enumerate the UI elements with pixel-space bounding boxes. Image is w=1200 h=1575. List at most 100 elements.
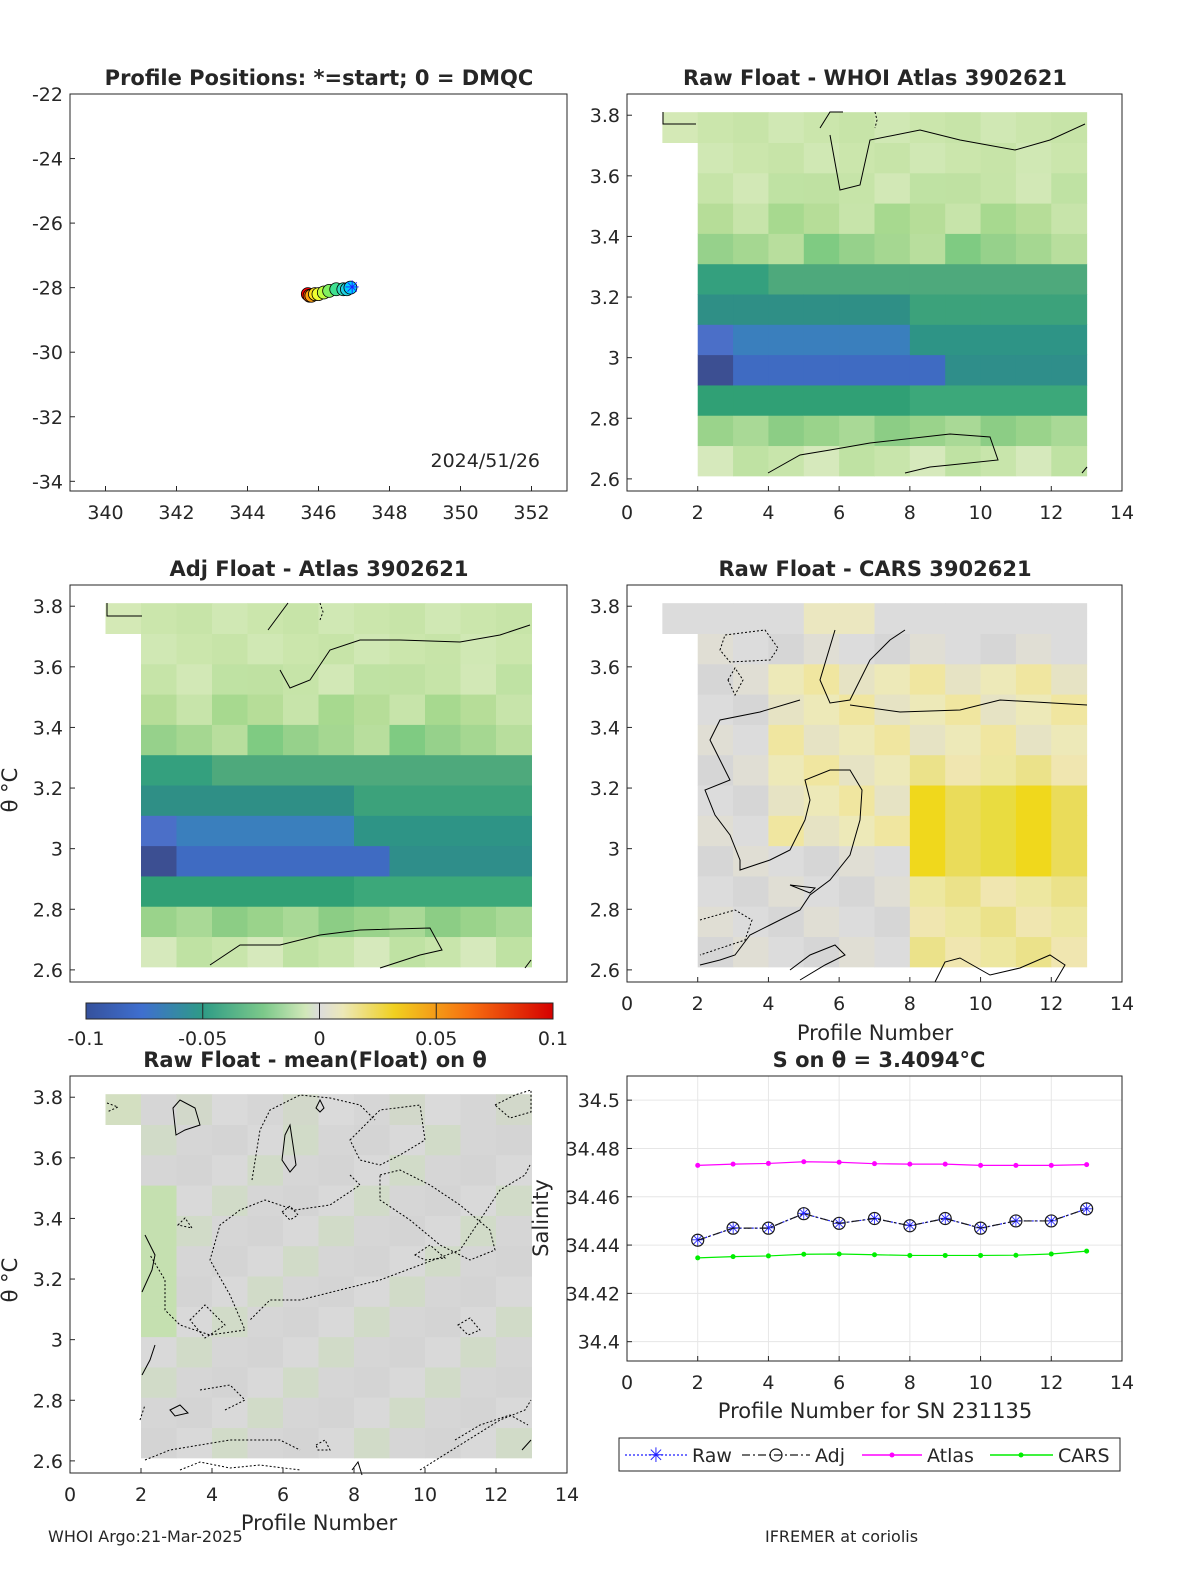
heatmap-cell	[460, 1245, 497, 1277]
x-tick-label: 8	[904, 1372, 916, 1394]
y-tick-label: -32	[32, 407, 63, 429]
x-tick-label: 4	[206, 1484, 218, 1506]
heatmap-cell	[1051, 142, 1088, 174]
panel-salinity: S on θ = 3.4094°C ✳ ✳ ✳ ✳ ✳ ✳ ✳ ✳ ✳ ✳ ✳ ✳	[626, 1048, 1123, 1362]
heatmap-cell	[874, 663, 911, 695]
tick-labels: 340 342 344 346 348 350 352-22-24-26-28-30-32-…	[32, 84, 1134, 1506]
heatmap-cell	[945, 845, 982, 877]
heatmap-cell	[212, 1336, 248, 1368]
heatmap-cell	[909, 354, 946, 386]
heatmap-cell	[733, 845, 769, 877]
series-point-atlas	[872, 1161, 877, 1167]
heatmap-cell	[1015, 785, 1052, 816]
x-tick-label: 2	[135, 1484, 147, 1506]
heatmap-cell	[318, 1185, 355, 1216]
heatmap-cell	[247, 815, 284, 847]
heatmap-cell	[212, 785, 248, 816]
heatmap-cell	[318, 694, 355, 725]
legend-cars-label: CARS	[1058, 1445, 1110, 1467]
y-tick-label: 2.6	[33, 960, 63, 982]
raw-cars-axes-box	[626, 584, 1123, 983]
y-tick-label: 3.4	[590, 226, 620, 248]
raw-atlas-contours	[662, 111, 1088, 474]
heatmap-cell	[425, 1154, 461, 1186]
heatmap-cell	[1015, 845, 1052, 877]
heatmap-cell	[803, 845, 840, 877]
heatmap-cell	[768, 415, 805, 447]
y-tick-label: 34.4	[578, 1332, 620, 1354]
x-tick-label: 4	[762, 993, 774, 1015]
heatmap-cell	[247, 906, 284, 938]
heatmap-cell	[141, 1245, 177, 1277]
heatmap-cell	[768, 112, 805, 143]
heatmap-cell	[460, 1336, 497, 1368]
y-tick-label: 3.8	[590, 105, 620, 127]
heatmap-cell	[1015, 172, 1052, 204]
heatmap-cell	[425, 1276, 461, 1307]
heatmap-cell	[803, 694, 840, 725]
heatmap-cell	[803, 633, 840, 665]
x-tick-label: 12	[1039, 502, 1063, 524]
raw-mean-title: Raw Float - mean(Float) on θ	[143, 1048, 487, 1072]
x-tick-label: 2	[692, 502, 704, 524]
heatmap-cell	[318, 1215, 355, 1247]
heatmap-cell	[460, 1215, 497, 1247]
heatmap-cell	[318, 785, 355, 816]
heatmap-cell	[1015, 663, 1052, 695]
heatmap-cell	[247, 754, 284, 786]
heatmap-cell	[1051, 263, 1088, 295]
heatmap-cell	[1015, 936, 1052, 968]
heatmap-cell	[389, 815, 426, 847]
raw-mean-heatmap	[105, 1094, 532, 1459]
heatmap-cell	[354, 694, 390, 725]
colorbar-tick-label: 0.1	[538, 1028, 568, 1050]
heatmap-cell	[318, 1427, 355, 1459]
heatmap-cell	[768, 324, 805, 356]
heatmap-cell	[212, 1276, 248, 1307]
heatmap-cell	[1015, 633, 1052, 665]
heatmap-cell	[697, 142, 734, 174]
heatmap-cell	[1015, 445, 1052, 477]
series-point-atlas	[801, 1159, 807, 1165]
heatmap-cell	[212, 1306, 248, 1338]
x-tick-label: 10	[413, 1484, 437, 1506]
heatmap-cell	[354, 1276, 390, 1307]
heatmap-cell	[318, 724, 355, 756]
heatmap-cell	[945, 415, 982, 447]
y-tick-label: 2.6	[33, 1451, 63, 1473]
heatmap-cell	[460, 1124, 497, 1156]
heatmap-cell	[496, 906, 532, 938]
heatmap-cell	[176, 875, 213, 907]
heatmap-cell	[945, 294, 982, 325]
heatmap-cell	[212, 875, 248, 907]
heatmap-cell	[733, 815, 769, 847]
series-point-raw: ✳	[726, 1219, 740, 1239]
heatmap-cell	[141, 754, 177, 786]
heatmap-cell	[247, 936, 284, 968]
raw-mean-xlabel: Profile Number	[241, 1511, 398, 1535]
heatmap-cell	[176, 663, 213, 695]
heatmap-cell	[105, 1094, 142, 1125]
heatmap-cell	[389, 1215, 426, 1247]
heatmap-cell	[697, 354, 734, 386]
heatmap-cell	[839, 324, 875, 356]
y-tick-label: 3	[608, 839, 620, 861]
heatmap-cell	[697, 754, 734, 786]
heatmap-cell	[1015, 603, 1052, 634]
heatmap-cell	[874, 203, 911, 234]
heatmap-cell	[318, 663, 355, 695]
y-tick-label: 34.44	[566, 1235, 620, 1257]
heatmap-cell	[803, 324, 840, 356]
heatmap-cell	[839, 354, 875, 386]
heatmap-cell	[945, 354, 982, 386]
series-line-adj	[697, 1208, 1087, 1241]
y-tick-label: 2.8	[590, 899, 620, 921]
series-point-adj	[832, 1216, 846, 1230]
heatmap-cell	[662, 112, 699, 143]
heatmap-cell	[283, 633, 319, 665]
heatmap-cell	[283, 906, 319, 938]
heatmap-cell	[425, 1366, 461, 1398]
heatmap-cell	[980, 906, 1017, 938]
heatmap-cell	[141, 633, 177, 665]
heatmap-cell	[697, 294, 734, 325]
